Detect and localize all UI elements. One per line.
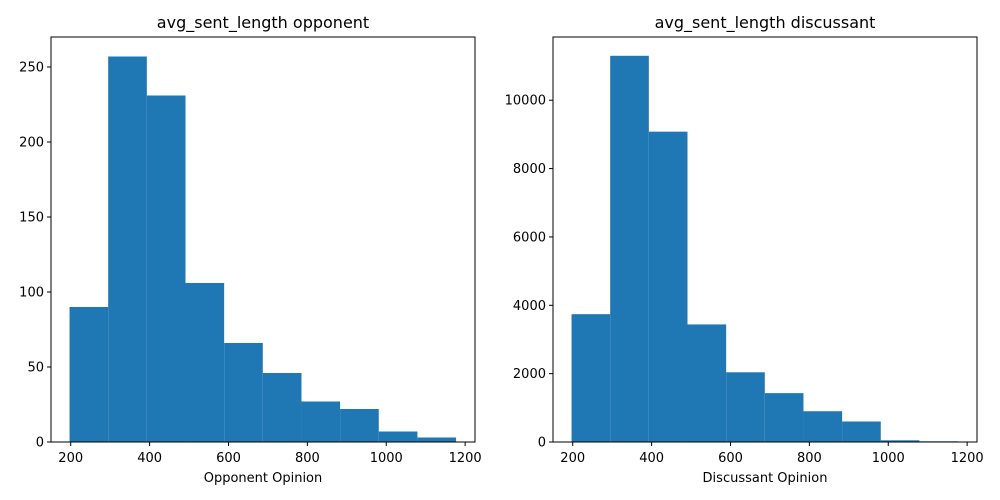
y-tick-label: 100 bbox=[19, 286, 44, 301]
chart-title: avg_sent_length opponent bbox=[157, 13, 369, 33]
histogram-bar-5 bbox=[764, 393, 804, 442]
y-tick-label: 50 bbox=[27, 361, 44, 376]
y-axis-ticks: 0 50 100 150 200 250 bbox=[19, 61, 51, 451]
histogram-bar-1 bbox=[108, 56, 147, 442]
histogram-bar-8 bbox=[378, 431, 418, 442]
plot-frame bbox=[50, 36, 476, 443]
x-tick-label: 200 bbox=[560, 451, 585, 466]
y-tick-label: 200 bbox=[19, 136, 44, 151]
y-tick-label: 150 bbox=[19, 211, 44, 226]
bars bbox=[571, 55, 959, 442]
histogram-bar-4 bbox=[224, 343, 263, 442]
x-tick-label: 1000 bbox=[872, 451, 905, 466]
y-tick-label: 6000 bbox=[513, 230, 546, 245]
histogram-bar-6 bbox=[803, 411, 843, 442]
histogram-bar-7 bbox=[842, 421, 881, 442]
y-tick-label: 4000 bbox=[513, 299, 546, 314]
plot-frame bbox=[552, 36, 978, 443]
bars bbox=[69, 56, 457, 442]
histogram-bar-7 bbox=[340, 409, 379, 442]
x-tick-label: 1000 bbox=[370, 451, 403, 466]
x-tick-label: 200 bbox=[58, 451, 83, 466]
x-tick-label: 400 bbox=[639, 451, 664, 466]
y-axis-ticks: 0 2000 4000 6000 8000 10000 bbox=[505, 94, 553, 451]
y-tick-label: 8000 bbox=[513, 162, 546, 177]
x-tick-label: 1200 bbox=[449, 451, 482, 466]
histogram-bar-0 bbox=[69, 307, 109, 442]
histogram-bar-0 bbox=[571, 314, 611, 442]
histogram-bar-5 bbox=[262, 373, 302, 442]
x-axis-label: Discussant Opinion bbox=[703, 471, 828, 486]
histogram-bar-8 bbox=[880, 440, 920, 442]
opponent-histogram: avg_sent_length opponent 200 400 600 800 100… bbox=[19, 13, 482, 486]
histogram-bar-3 bbox=[687, 324, 727, 442]
histogram-bar-1 bbox=[610, 55, 649, 442]
x-tick-label: 400 bbox=[137, 451, 162, 466]
y-tick-label: 250 bbox=[19, 61, 44, 76]
y-tick-label: 2000 bbox=[513, 367, 546, 382]
histogram-bar-2 bbox=[146, 95, 186, 442]
discussant-histogram: avg_sent_length discussant 200 400 600 800 1… bbox=[505, 13, 984, 486]
x-axis-ticks: 200 400 600 800 1000 1200 bbox=[560, 442, 984, 466]
histogram-bar-9 bbox=[417, 437, 457, 442]
histogram-bar-4 bbox=[726, 372, 765, 442]
x-tick-label: 600 bbox=[216, 451, 241, 466]
x-tick-label: 600 bbox=[718, 451, 743, 466]
chart-title: avg_sent_length discussant bbox=[655, 13, 876, 33]
histogram-bar-3 bbox=[185, 283, 225, 442]
x-tick-label: 1200 bbox=[951, 451, 984, 466]
y-tick-label: 0 bbox=[538, 436, 546, 451]
histogram-bar-2 bbox=[648, 131, 688, 442]
x-tick-label: 800 bbox=[295, 451, 320, 466]
y-tick-label: 0 bbox=[36, 436, 44, 451]
x-axis-label: Opponent Opinion bbox=[204, 471, 323, 486]
x-axis-ticks: 200 400 600 800 1000 1200 bbox=[58, 442, 482, 466]
y-tick-label: 10000 bbox=[505, 94, 546, 109]
histogram-bar-6 bbox=[301, 401, 341, 442]
x-tick-label: 800 bbox=[797, 451, 822, 466]
